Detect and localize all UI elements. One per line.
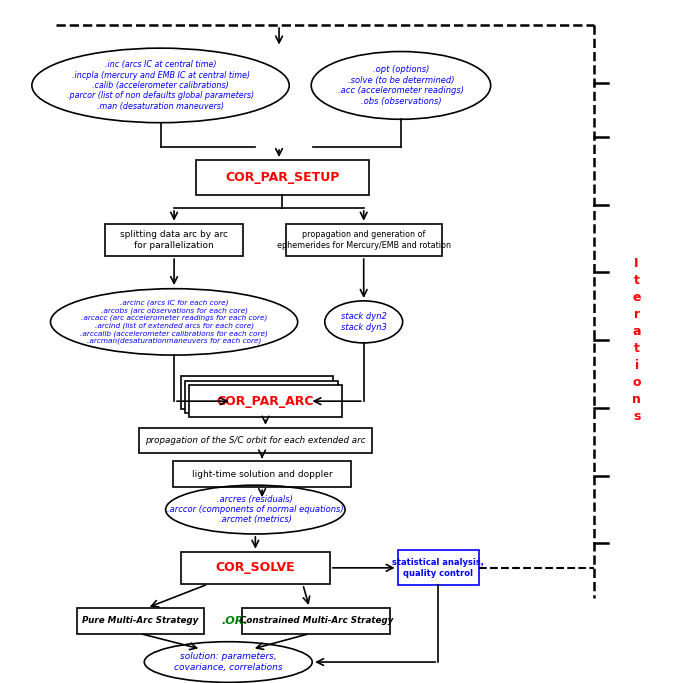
FancyBboxPatch shape bbox=[243, 608, 390, 634]
Text: statistical analysis,
quality control: statistical analysis, quality control bbox=[392, 558, 484, 578]
Text: .opt (options)
.solve (to be determined)
.acc (accelerometer readings)
.obs (obs: .opt (options) .solve (to be determined)… bbox=[338, 66, 464, 105]
Text: splitting data arc by arc
for parallelization: splitting data arc by arc for paralleliz… bbox=[120, 230, 228, 249]
Text: COR_PAR_SETUP: COR_PAR_SETUP bbox=[225, 171, 339, 184]
Text: propagation of the S/C orbit for each extended arc: propagation of the S/C orbit for each ex… bbox=[145, 436, 366, 445]
FancyBboxPatch shape bbox=[398, 550, 479, 585]
Text: .OR.: .OR. bbox=[222, 615, 248, 626]
FancyBboxPatch shape bbox=[105, 223, 243, 256]
Text: .inc (arcs IC at central time)
.incpla (mercury and EMB IC at central time)
.cal: .inc (arcs IC at central time) .incpla (… bbox=[67, 60, 254, 111]
FancyBboxPatch shape bbox=[185, 381, 338, 413]
FancyBboxPatch shape bbox=[139, 428, 372, 454]
Text: COR_PAR_ARC: COR_PAR_ARC bbox=[217, 395, 314, 408]
Text: propagation and generation of
ephemerides for Mercury/EMB and rotation: propagation and generation of ephemeride… bbox=[277, 230, 451, 249]
Text: .arcres (residuals)
.arccor (components of normal equations)
.arcmet (metrics): .arcres (residuals) .arccor (components … bbox=[167, 494, 343, 525]
FancyBboxPatch shape bbox=[286, 223, 441, 256]
FancyBboxPatch shape bbox=[180, 376, 333, 408]
Text: solution: parameters,
covariance, correlations: solution: parameters, covariance, correl… bbox=[174, 652, 283, 672]
FancyBboxPatch shape bbox=[189, 385, 341, 417]
Text: Pure Multi-Arc Strategy: Pure Multi-Arc Strategy bbox=[82, 616, 199, 625]
Text: COR_SOLVE: COR_SOLVE bbox=[216, 561, 295, 574]
Text: stack dyn2
stack dyn3: stack dyn2 stack dyn3 bbox=[341, 312, 387, 331]
FancyBboxPatch shape bbox=[181, 552, 330, 584]
Text: light-time solution and doppler: light-time solution and doppler bbox=[192, 470, 333, 479]
FancyBboxPatch shape bbox=[173, 462, 351, 487]
Text: I
t
e
r
a
t
i
o
n
s: I t e r a t i o n s bbox=[632, 257, 641, 423]
FancyBboxPatch shape bbox=[196, 160, 369, 195]
Text: Constrained Multi-Arc Strategy: Constrained Multi-Arc Strategy bbox=[239, 616, 393, 625]
FancyBboxPatch shape bbox=[77, 608, 204, 634]
Text: .arcinc (arcs IC for each core)
.arcobs (arc observations for each core)
.arcacc: .arcinc (arcs IC for each core) .arcobs … bbox=[80, 300, 268, 344]
